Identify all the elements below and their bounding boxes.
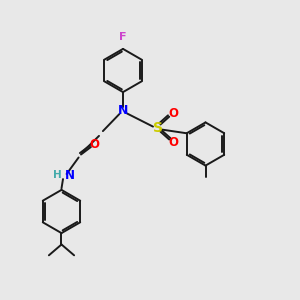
- Text: N: N: [118, 104, 128, 118]
- Text: F: F: [119, 32, 127, 42]
- Text: N: N: [64, 169, 74, 182]
- Text: H: H: [53, 170, 62, 181]
- Text: O: O: [168, 107, 178, 120]
- Text: S: S: [152, 121, 163, 135]
- Text: O: O: [168, 136, 178, 149]
- Text: O: O: [89, 137, 100, 151]
